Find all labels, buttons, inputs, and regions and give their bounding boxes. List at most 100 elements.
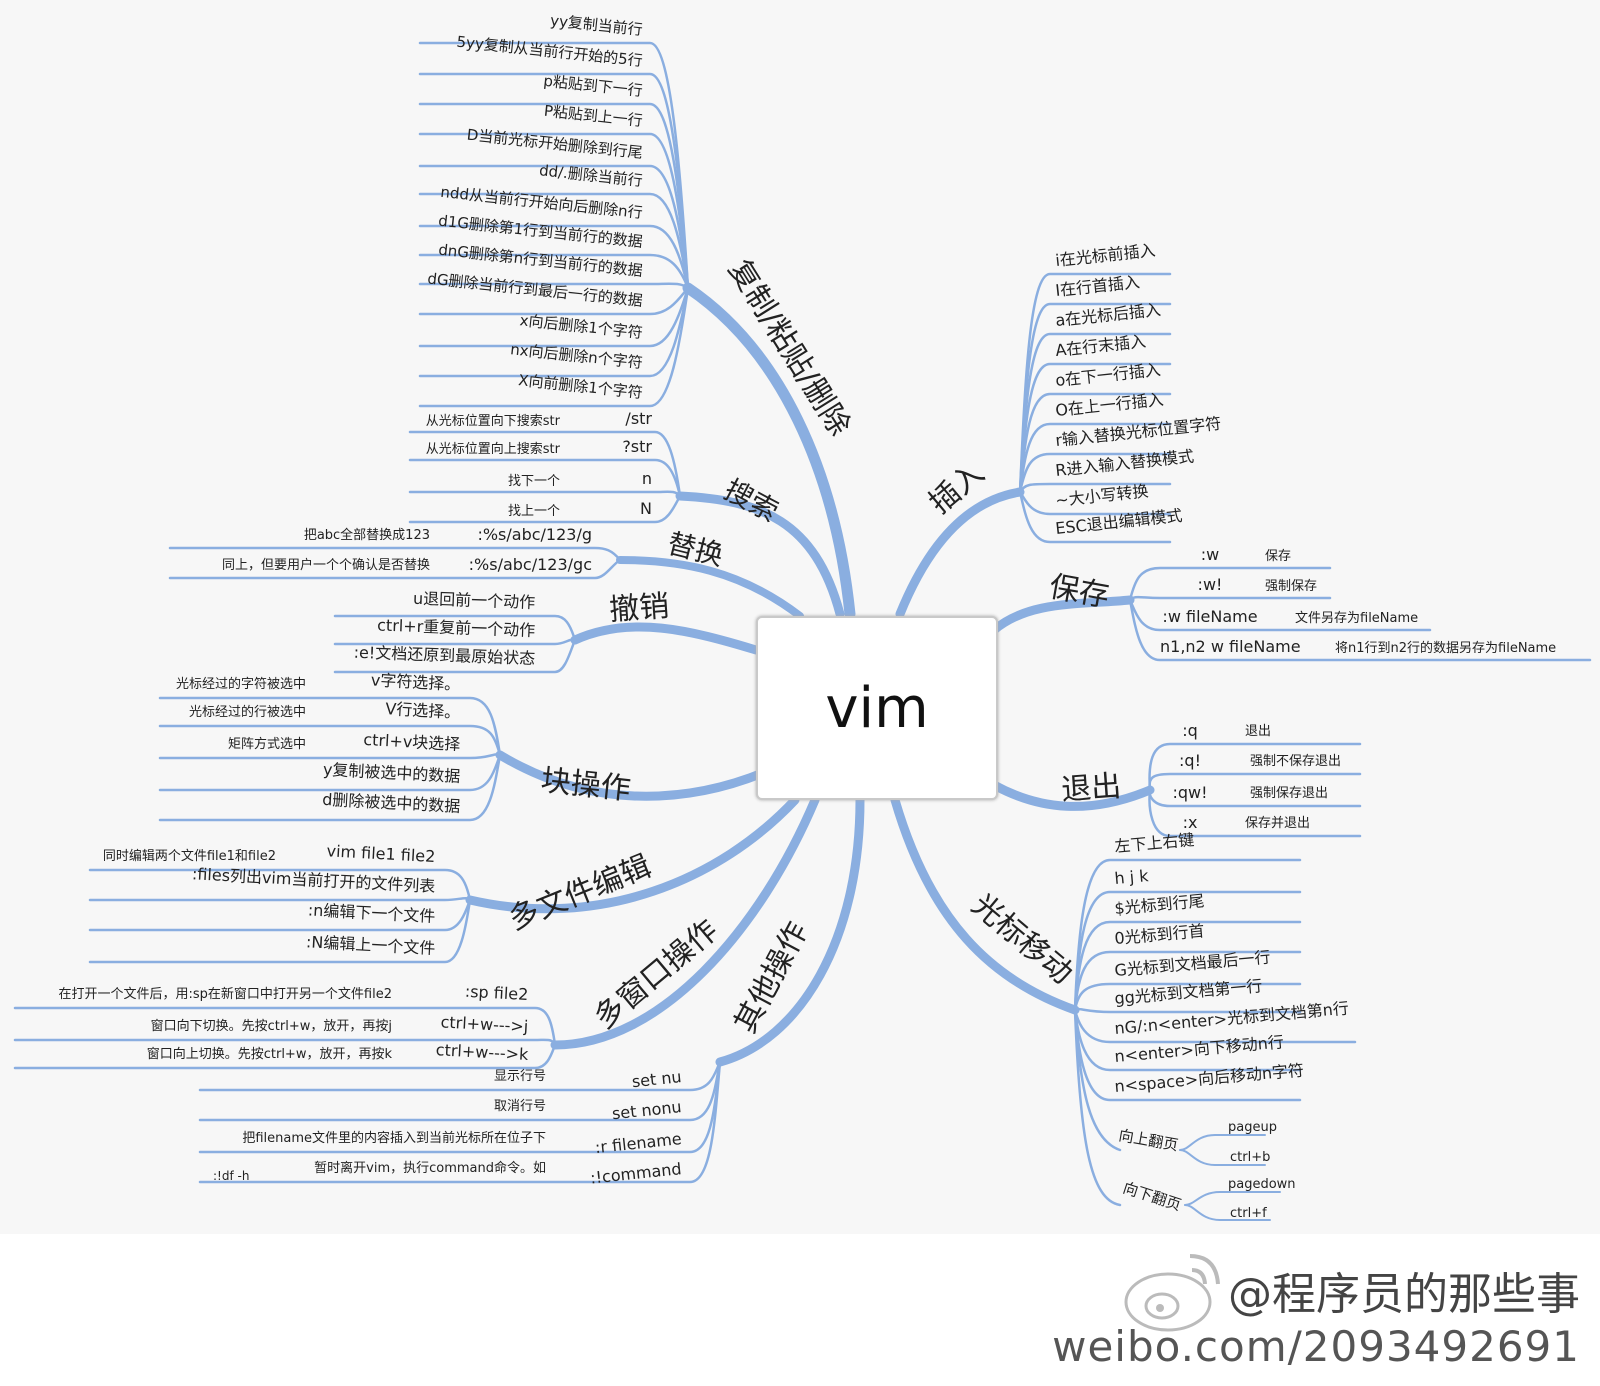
multiwin-item-line	[13, 1043, 557, 1070]
insert-item-line	[1018, 452, 1172, 494]
branch-quit-line	[989, 780, 1155, 811]
copy-item-line	[418, 286, 690, 408]
save-item-line	[1128, 598, 1592, 662]
quit-item-line	[1148, 788, 1362, 838]
replace-item-line	[168, 558, 622, 580]
copy-item-line	[418, 192, 690, 290]
insert-item: ~大小写转换	[1054, 481, 1149, 510]
insert-item: i在光标前插入	[1054, 241, 1156, 270]
insert-item: I在行首插入	[1054, 272, 1140, 300]
search-desc: 从光标位置向上搜索str	[426, 441, 561, 457]
save-desc: 保存	[1265, 549, 1291, 564]
branch-other-line	[715, 795, 865, 1067]
cursor-pagedown-label: 向下翻页	[1121, 1179, 1184, 1215]
save-desc: 强制保存	[1265, 579, 1317, 594]
mind-map-svg: 复制/粘贴/删除yy复制当前行5yy复制从当前行开始的5行p粘贴到下一行P粘贴到…	[13, 11, 1592, 1221]
multiwin-cmd: ctrl+w--->k	[435, 1040, 529, 1064]
branch-cursor-line	[890, 795, 1080, 1015]
other-extra: :!df -h	[213, 1169, 249, 1183]
branch-block-line	[495, 750, 775, 801]
multiwin-desc: 在打开一个文件后，用:sp在新窗口中打开另一个文件file2	[59, 986, 392, 1002]
mind-map-canvas: 复制/粘贴/删除 yy复制当前行 5yy复制从当前行开始的5行 p粘贴到下一行 P粘贴到…	[13, 11, 1592, 1221]
branch-search-line	[675, 491, 845, 619]
copy-item: 5yy复制从当前行开始的5行	[456, 33, 644, 70]
block-cmd: ctrl+v块选择	[363, 730, 461, 754]
pageup-key: ctrl+b	[1230, 1150, 1270, 1165]
insert-item-line	[1018, 482, 1172, 494]
search-item-line	[408, 494, 682, 524]
replace-cmd: :%s/abc/123/gc	[469, 555, 592, 574]
block-item-line	[158, 696, 502, 757]
undo-item: :e!文档还原到最原始状态	[353, 643, 535, 668]
branch-quit-label: 退出	[1060, 769, 1122, 808]
block-cmd: d删除被选中的数据	[322, 790, 461, 816]
multiwin-desc: 窗口向下切换。先按ctrl+w，放开，再按j	[151, 1018, 392, 1034]
pageup-key: pageup	[1228, 1120, 1277, 1135]
search-desc: 找上一个	[508, 504, 560, 519]
quit-cmd: :q!	[1179, 751, 1201, 770]
quit-cmd: :q	[1182, 721, 1198, 740]
undo-item-line	[333, 638, 577, 646]
insert-item-line	[1018, 490, 1172, 544]
copy-item-line	[418, 224, 690, 290]
block-item-line	[158, 753, 502, 760]
cursor-item: n<enter>向下移动n行	[1114, 1032, 1285, 1066]
branch-undo-label: 撤销	[608, 589, 670, 628]
insert-item: R进入输入替换模式	[1054, 447, 1194, 480]
save-cmd: :w fileName	[1162, 607, 1257, 626]
block-desc: 光标经过的字符被选中	[176, 676, 306, 692]
multifile-cmd: :N编辑上一个文件	[306, 932, 436, 958]
center-node: vim	[756, 616, 998, 800]
pagedown-key: ctrl+f	[1230, 1206, 1267, 1221]
insert-item-line	[1018, 422, 1172, 494]
pageup-key-line	[1179, 1149, 1266, 1166]
cursor-item: n<space>向后移动n字符	[1114, 1060, 1305, 1095]
block-cmd: v字符选择。	[370, 670, 460, 694]
quit-desc: 退出	[1245, 724, 1271, 739]
copy-item: P粘贴到上一行	[543, 102, 643, 130]
cursor-pageup-label: 向上翻页	[1117, 1126, 1179, 1154]
insert-item: ESC退出编辑模式	[1054, 506, 1183, 538]
other-desc: 取消行号	[494, 1099, 546, 1114]
multifile-item-line	[88, 868, 472, 902]
cursor-item-line	[1073, 950, 1302, 1012]
other-desc: 显示行号	[494, 1069, 546, 1084]
copy-item: x向后删除1个字符	[519, 311, 644, 342]
other-cmd: set nu	[631, 1067, 683, 1091]
search-cmd: N	[640, 499, 652, 518]
undo-item: u退回前一个动作	[413, 589, 536, 612]
replace-cmd: :%s/abc/123/g	[477, 525, 592, 544]
search-cmd: n	[642, 469, 652, 488]
search-item-line	[408, 458, 682, 498]
copy-item: yy复制当前行	[549, 11, 643, 39]
undo-item-line	[333, 614, 577, 642]
quit-item-line	[1148, 772, 1362, 792]
quit-cmd: :qw!	[1172, 783, 1207, 802]
block-item-line	[158, 724, 502, 757]
search-item-line	[408, 490, 682, 498]
multifile-cmd: :n编辑下一个文件	[307, 900, 435, 926]
save-desc: 将n1行到n2行的数据另存为fileName	[1335, 640, 1556, 656]
branch-multifile-line	[465, 795, 800, 914]
quit-desc: 强制保存退出	[1250, 786, 1328, 801]
watermark-url: weibo.com/2093492691	[1052, 1322, 1580, 1371]
save-cmd: :w	[1201, 545, 1219, 564]
copy-item: p粘贴到下一行	[543, 72, 644, 100]
save-cmd: :w!	[1198, 575, 1223, 594]
cursor-item: 0光标到行首	[1114, 921, 1206, 948]
multiwin-desc: 窗口向上切换。先按ctrl+w，放开，再按k	[147, 1046, 393, 1062]
pageup-key-line	[1179, 1134, 1266, 1151]
save-desc: 文件另存为fileName	[1295, 611, 1418, 626]
center-label: vim	[825, 675, 929, 741]
replace-desc: 把abc全部替换成123	[304, 527, 430, 543]
multiwin-cmd: :sp file2	[464, 982, 528, 1004]
multiwin-item-line	[13, 1038, 557, 1047]
pagedown-key-line	[1184, 1204, 1271, 1221]
cursor-item: gg光标到文档第一行	[1114, 976, 1263, 1008]
save-cmd: n1,n2 w fileName	[1160, 637, 1301, 656]
branch-insert-label: 插入	[923, 456, 991, 521]
pagedown-key: pagedown	[1228, 1177, 1296, 1192]
save-item-line	[1128, 595, 1332, 602]
multifile-item-line	[88, 896, 472, 902]
cursor-item: $光标到行尾	[1114, 891, 1206, 918]
